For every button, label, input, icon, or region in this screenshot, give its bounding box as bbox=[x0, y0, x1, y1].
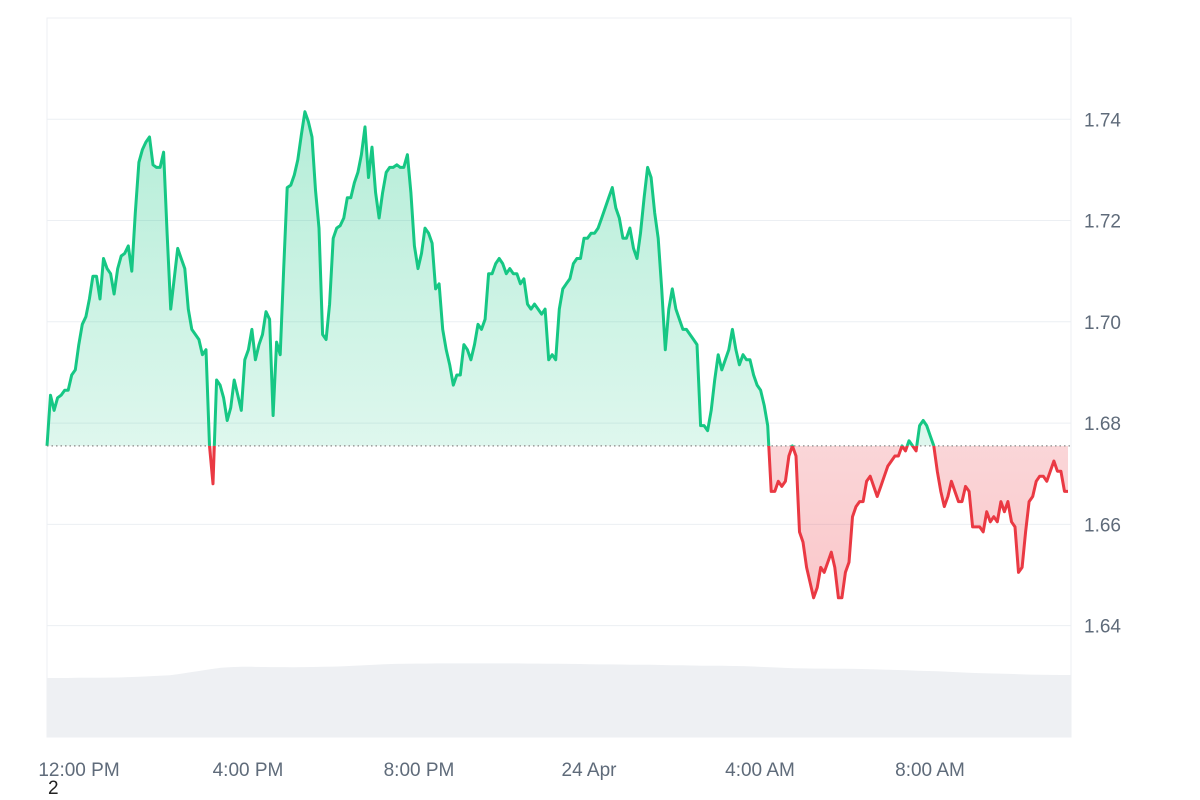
y-tick-label: 1.68 bbox=[1084, 414, 1121, 435]
x-tick-label: 8:00 AM bbox=[895, 760, 965, 781]
above-baseline-fill bbox=[47, 111, 934, 446]
y-tick-label: 1.74 bbox=[1084, 110, 1121, 131]
x-tick-label: 4:00 AM bbox=[725, 760, 795, 781]
x-tick-label: 12:00 PM bbox=[38, 760, 119, 781]
x-axis: 12:00 PM 4:00 PM 8:00 PM 24 Apr 4:00 AM … bbox=[38, 760, 965, 781]
y-tick-label: 1.66 bbox=[1084, 515, 1121, 536]
x-tick-label: 24 Apr bbox=[562, 760, 618, 781]
grid-lines bbox=[47, 118, 1071, 627]
y-tick-label: 1.72 bbox=[1084, 212, 1121, 233]
volume-area bbox=[47, 663, 1071, 737]
price-line-below bbox=[46, 445, 1068, 600]
below-baseline-fill bbox=[47, 445, 1068, 598]
volume-area-group bbox=[47, 663, 1071, 737]
price-line-above bbox=[45, 110, 936, 446]
x-tick-label: 4:00 PM bbox=[213, 760, 284, 781]
area-fill-group bbox=[47, 111, 1068, 598]
x-tick-label: 8:00 PM bbox=[384, 760, 455, 781]
y-tick-label: 1.64 bbox=[1084, 617, 1121, 638]
price-line-group bbox=[45, 110, 1068, 600]
y-axis: 1.64 1.66 1.68 1.70 1.72 1.74 bbox=[1084, 110, 1121, 637]
footnote-number: 2 bbox=[48, 778, 59, 799]
y-tick-label: 1.70 bbox=[1084, 313, 1121, 334]
